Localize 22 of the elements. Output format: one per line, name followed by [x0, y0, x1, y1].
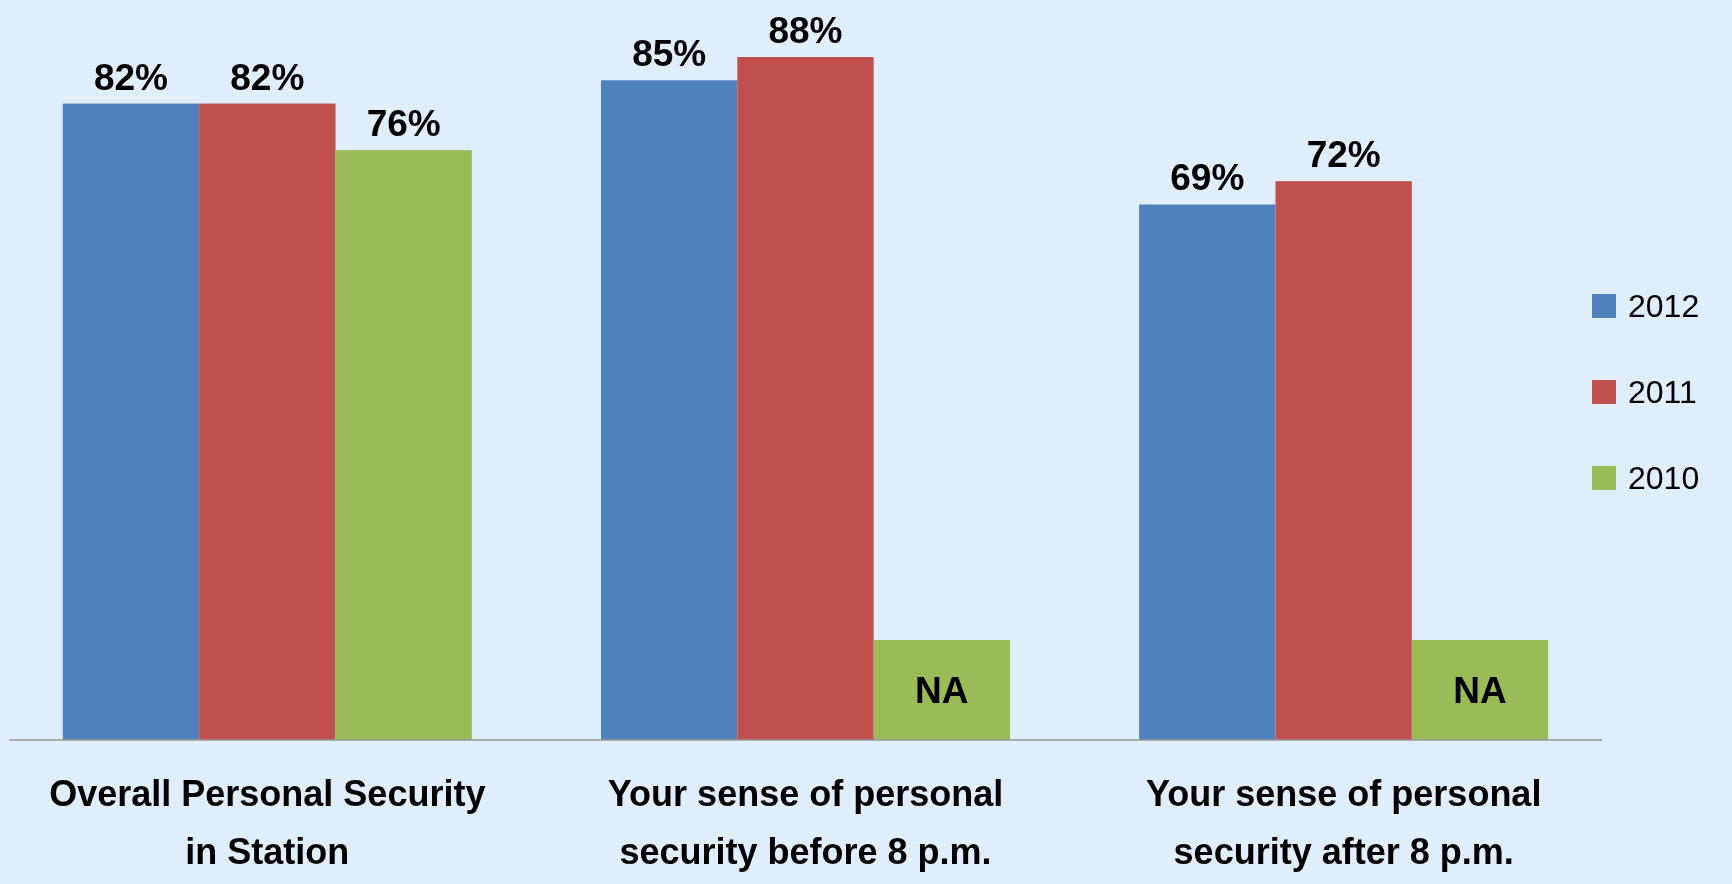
placeholder-box: NA: [873, 640, 1010, 740]
data-label: 69%: [1170, 157, 1245, 199]
legend-label: 2012: [1628, 288, 1700, 324]
data-label: 88%: [768, 10, 843, 51]
data-label: 85%: [632, 33, 707, 75]
bar: [335, 150, 472, 740]
legend-label: 2011: [1628, 374, 1697, 410]
bar: [600, 80, 738, 740]
data-label: 76%: [366, 103, 441, 145]
bar: [1139, 204, 1276, 740]
placeholder-box: NA: [1411, 640, 1549, 740]
x-tick-label: Overall Personal Security in Station: [49, 773, 486, 872]
bar: [1275, 181, 1412, 740]
bar: [62, 103, 200, 740]
data-label: 82%: [93, 56, 169, 98]
bar: [737, 57, 874, 740]
legend-label: 2010: [1628, 460, 1700, 496]
x-tick-label: Your sense of personal security before 8 p.m.: [607, 773, 1004, 872]
data-label: 72%: [1306, 134, 1381, 176]
x-tick-label: Your sense of personal security after 8 p.m.: [1145, 773, 1542, 872]
data-label: 82%: [230, 56, 305, 98]
bar: [199, 103, 336, 740]
